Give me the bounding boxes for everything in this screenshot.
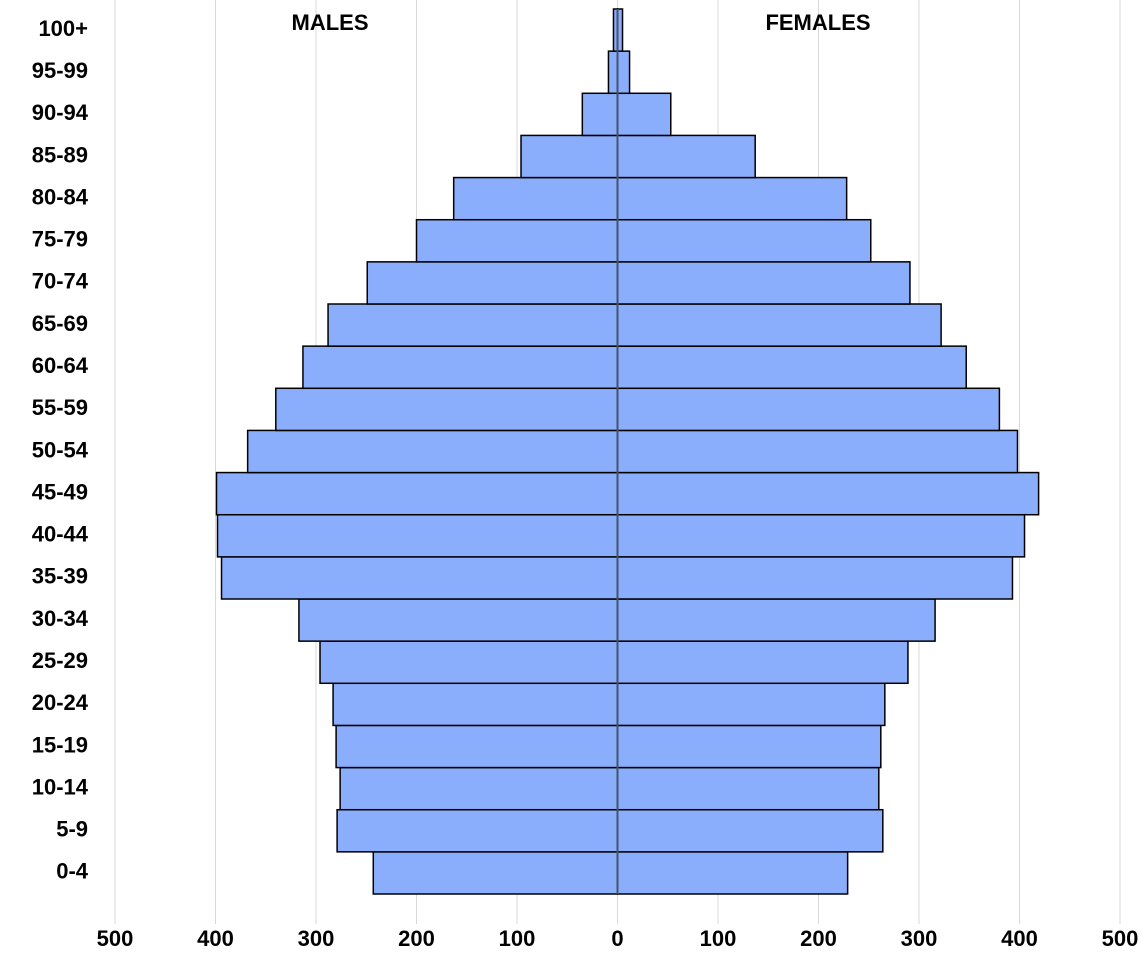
bar bbox=[616, 134, 756, 179]
y-tick-label: 50-54 bbox=[32, 437, 89, 462]
x-tick-label: 200 bbox=[398, 926, 435, 951]
bar bbox=[616, 682, 886, 727]
y-tick-label: 60-64 bbox=[32, 353, 89, 378]
y-tick-label: 100+ bbox=[38, 16, 88, 41]
bar bbox=[452, 176, 619, 221]
bar bbox=[616, 640, 909, 685]
y-tick-label: 40-44 bbox=[32, 522, 89, 547]
y-tick-label: 55-59 bbox=[32, 395, 88, 420]
bar bbox=[616, 218, 872, 263]
y-tick-label: 25-29 bbox=[32, 648, 88, 673]
bar bbox=[616, 598, 936, 642]
y-tick-label: 70-74 bbox=[32, 269, 89, 294]
bar bbox=[616, 766, 880, 811]
x-tick-label: 100 bbox=[700, 926, 737, 951]
bar bbox=[616, 345, 967, 390]
bar bbox=[607, 50, 619, 95]
bar bbox=[216, 513, 619, 558]
y-tick-label: 80-84 bbox=[32, 184, 89, 209]
bar bbox=[616, 724, 882, 769]
y-tick-label: 20-24 bbox=[32, 690, 89, 715]
bar bbox=[336, 808, 619, 853]
y-tick-label: 15-19 bbox=[32, 732, 88, 757]
bar bbox=[298, 598, 619, 642]
bar bbox=[616, 387, 1001, 432]
y-tick-label: 85-89 bbox=[32, 142, 88, 167]
y-tick-label: 75-79 bbox=[32, 227, 88, 252]
bar bbox=[581, 92, 619, 137]
bar bbox=[616, 808, 884, 853]
bar bbox=[616, 50, 631, 95]
bar bbox=[616, 851, 849, 895]
y-tick-label: 65-69 bbox=[32, 311, 88, 336]
bar bbox=[302, 345, 619, 390]
bar bbox=[339, 766, 619, 811]
bar bbox=[616, 556, 1014, 600]
y-tick-label: 10-14 bbox=[32, 774, 89, 799]
bar bbox=[246, 429, 619, 474]
bar bbox=[335, 724, 619, 769]
y-tick-label: 5-9 bbox=[56, 817, 88, 842]
y-tick-label: 45-49 bbox=[32, 479, 88, 504]
x-tick-label: 200 bbox=[800, 926, 837, 951]
bar bbox=[220, 556, 619, 600]
bar bbox=[319, 640, 619, 685]
y-tick-label: 95-99 bbox=[32, 58, 88, 83]
x-tick-label: 500 bbox=[97, 926, 134, 951]
bar bbox=[616, 92, 672, 137]
y-tick-label: 90-94 bbox=[32, 100, 89, 125]
series-label: FEMALES bbox=[765, 10, 870, 35]
x-tick-label: 500 bbox=[1102, 926, 1139, 951]
bar bbox=[520, 134, 619, 179]
y-tick-label: 30-34 bbox=[32, 606, 89, 631]
bar bbox=[616, 471, 1040, 516]
y-tick-label: 35-39 bbox=[32, 564, 88, 589]
bar bbox=[616, 513, 1026, 558]
x-tick-label: 300 bbox=[298, 926, 335, 951]
bar bbox=[415, 218, 619, 263]
y-tick-label: 0-4 bbox=[56, 859, 89, 884]
bar bbox=[616, 429, 1019, 474]
x-tick-label: 400 bbox=[197, 926, 234, 951]
bar bbox=[366, 261, 619, 305]
x-tick-label: 0 bbox=[611, 926, 623, 951]
series-label: MALES bbox=[292, 10, 369, 35]
x-tick-label: 100 bbox=[499, 926, 536, 951]
bar bbox=[332, 682, 619, 727]
x-tick-label: 400 bbox=[1001, 926, 1038, 951]
bar bbox=[616, 303, 942, 347]
bar bbox=[616, 261, 911, 305]
bar bbox=[372, 851, 619, 895]
bar bbox=[215, 471, 619, 516]
bar bbox=[616, 176, 848, 221]
bar bbox=[275, 387, 619, 432]
bar bbox=[327, 303, 619, 347]
x-tick-label: 300 bbox=[901, 926, 938, 951]
